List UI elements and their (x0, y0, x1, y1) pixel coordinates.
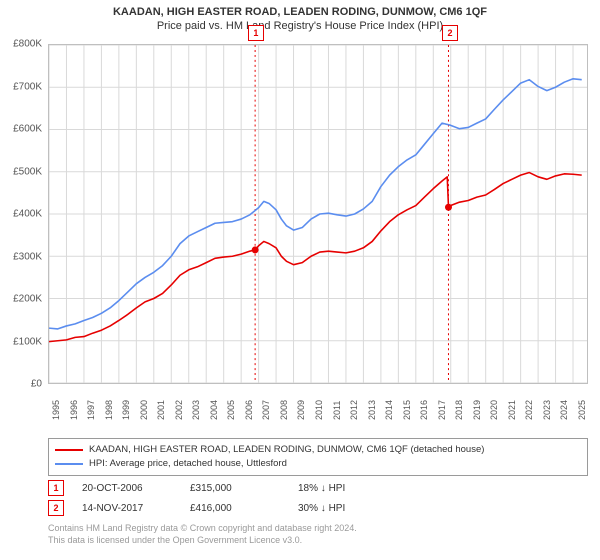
legend-swatch (55, 449, 83, 451)
sale-price: £416,000 (190, 503, 280, 514)
sale-price: £315,000 (190, 483, 280, 494)
chart-svg (49, 45, 587, 383)
marker-label-1: 1 (248, 25, 264, 41)
x-tick-label: 2001 (156, 400, 166, 420)
sale-row: 2 14-NOV-2017 £416,000 30% ↓ HPI (48, 498, 588, 518)
y-tick-label: £500K (13, 166, 42, 177)
legend-swatch (55, 463, 83, 465)
y-tick-label: £400K (13, 209, 42, 220)
sale-marker-box: 1 (48, 480, 64, 496)
x-tick-label: 2022 (524, 400, 534, 420)
legend: KAADAN, HIGH EASTER ROAD, LEADEN RODING,… (48, 438, 588, 476)
legend-text: KAADAN, HIGH EASTER ROAD, LEADEN RODING,… (89, 443, 484, 457)
x-tick-label: 1995 (51, 400, 61, 420)
plot-area: 12 (48, 44, 588, 384)
x-tick-label: 2002 (174, 400, 184, 420)
x-tick-label: 2000 (139, 400, 149, 420)
x-tick-label: 2015 (402, 400, 412, 420)
chart-container: KAADAN, HIGH EASTER ROAD, LEADEN RODING,… (0, 0, 600, 560)
y-tick-label: £200K (13, 294, 42, 305)
x-tick-label: 2020 (489, 400, 499, 420)
y-tick-label: £700K (13, 81, 42, 92)
x-tick-label: 2017 (437, 400, 447, 420)
titles: KAADAN, HIGH EASTER ROAD, LEADEN RODING,… (0, 0, 600, 32)
marker-label-2: 2 (442, 25, 458, 41)
sale-delta: 30% ↓ HPI (298, 503, 388, 514)
y-tick-label: £800K (13, 39, 42, 50)
sale-delta: 18% ↓ HPI (298, 483, 388, 494)
x-tick-label: 2004 (209, 400, 219, 420)
x-tick-label: 2024 (559, 400, 569, 420)
x-tick-label: 2021 (507, 400, 517, 420)
y-tick-label: £300K (13, 251, 42, 262)
title-line-1: KAADAN, HIGH EASTER ROAD, LEADEN RODING,… (0, 6, 600, 18)
sale-date: 14-NOV-2017 (82, 503, 172, 514)
x-tick-label: 2014 (384, 400, 394, 420)
footer-line-1: Contains HM Land Registry data © Crown c… (48, 522, 588, 534)
footer: Contains HM Land Registry data © Crown c… (48, 522, 588, 546)
x-tick-label: 2016 (419, 400, 429, 420)
sales-table: 1 20-OCT-2006 £315,000 18% ↓ HPI 2 14-NOV-201… (48, 478, 588, 518)
x-tick-label: 2010 (314, 400, 324, 420)
footer-line-2: This data is licensed under the Open Gov… (48, 534, 588, 546)
x-tick-label: 1998 (104, 400, 114, 420)
title-line-2: Price paid vs. HM Land Registry's House … (0, 20, 600, 32)
x-tick-label: 1996 (69, 400, 79, 420)
x-tick-label: 2018 (454, 400, 464, 420)
sale-row: 1 20-OCT-2006 £315,000 18% ↓ HPI (48, 478, 588, 498)
x-tick-label: 2009 (296, 400, 306, 420)
x-tick-label: 2003 (191, 400, 201, 420)
legend-row: KAADAN, HIGH EASTER ROAD, LEADEN RODING,… (55, 443, 581, 457)
sale-marker-box: 2 (48, 500, 64, 516)
y-tick-label: £100K (13, 336, 42, 347)
sale-date: 20-OCT-2006 (82, 483, 172, 494)
x-tick-label: 2013 (367, 400, 377, 420)
x-tick-label: 2011 (332, 401, 342, 420)
x-tick-label: 2012 (349, 400, 359, 420)
x-tick-label: 1997 (86, 400, 96, 420)
x-tick-label: 1999 (121, 400, 131, 420)
x-axis-labels: 1995 1996 1997 1998 1999 2000 2001 2002 2003 2004… (48, 386, 588, 436)
x-tick-label: 2025 (577, 400, 587, 420)
legend-row: HPI: Average price, detached house, Uttl… (55, 457, 581, 471)
y-axis-labels: £0£100K£200K£300K£400K£500K£600K£700K£80… (0, 44, 46, 384)
x-tick-label: 2005 (226, 400, 236, 420)
x-tick-label: 2023 (542, 400, 552, 420)
x-tick-label: 2019 (472, 400, 482, 420)
x-tick-label: 2008 (279, 400, 289, 420)
y-tick-label: £600K (13, 124, 42, 135)
y-tick-label: £0 (31, 379, 42, 390)
legend-text: HPI: Average price, detached house, Uttl… (89, 457, 287, 471)
x-tick-label: 2006 (244, 400, 254, 420)
x-tick-label: 2007 (261, 400, 271, 420)
